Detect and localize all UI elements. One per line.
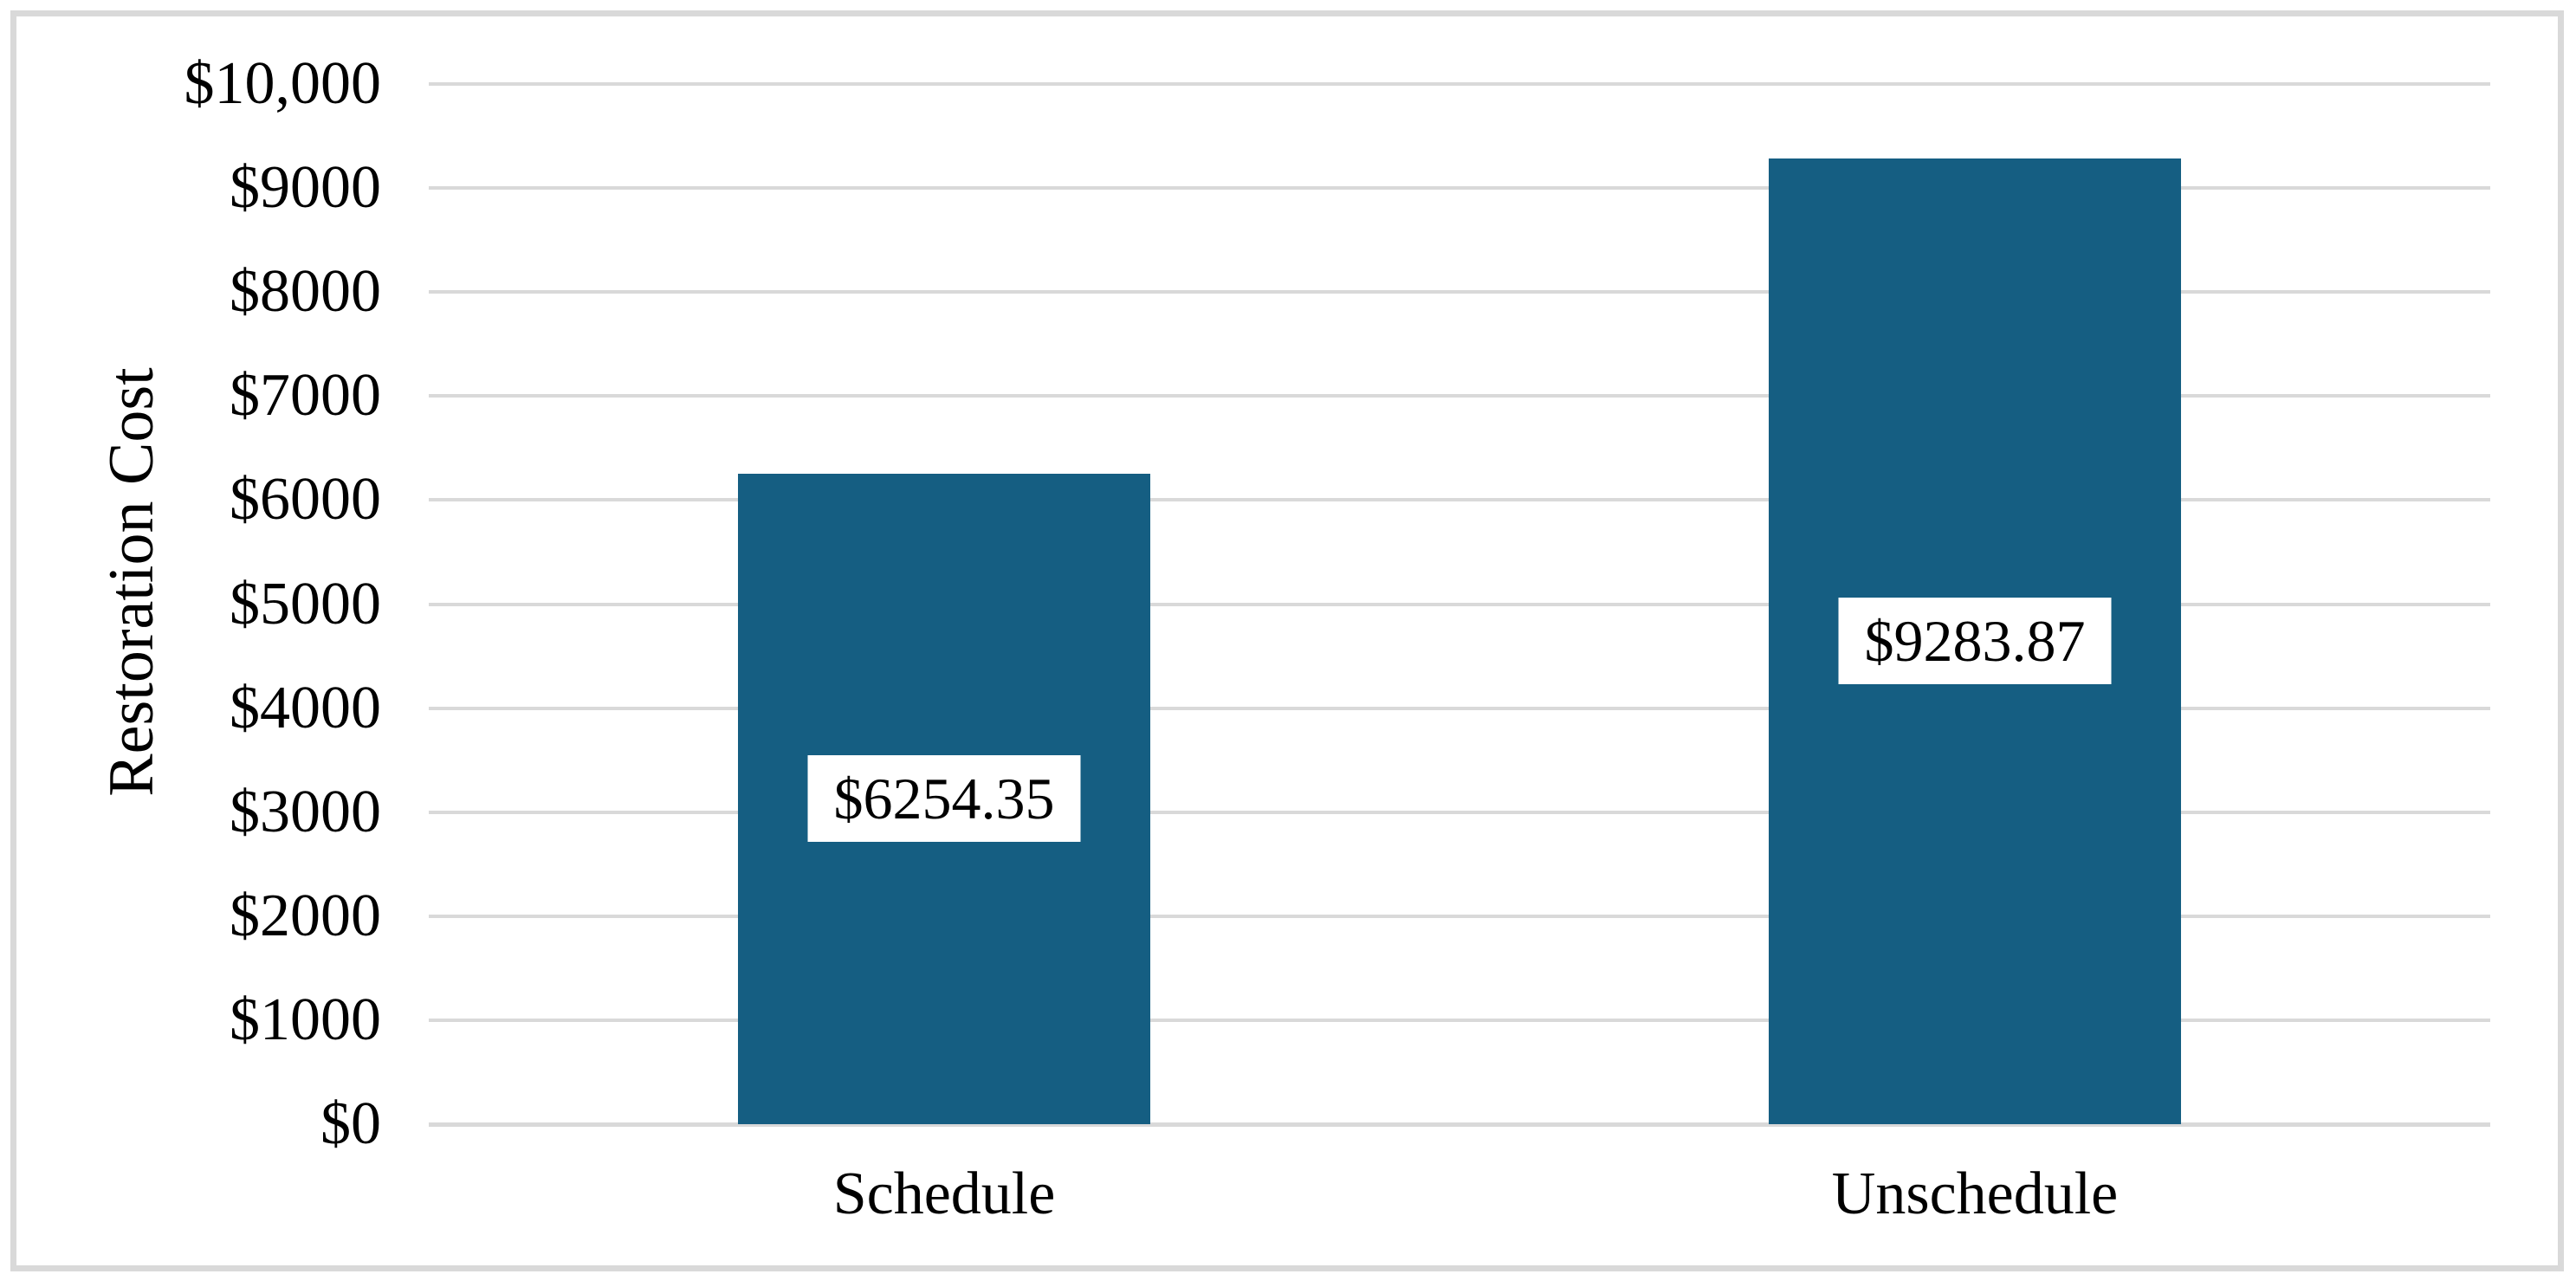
x-axis-category-label: Unschedule xyxy=(1831,1161,2119,1227)
plot-area: $6254.35 $9283.87 xyxy=(429,82,2490,1127)
x-axis: Schedule Unschedule xyxy=(429,1124,2490,1263)
y-axis-tick-label: $1000 xyxy=(230,986,381,1053)
y-axis-tick-label: $7000 xyxy=(230,362,381,430)
gridline xyxy=(429,186,2490,191)
y-axis-tick-label: $5000 xyxy=(230,570,381,637)
gridline xyxy=(429,706,2490,710)
gridline xyxy=(429,602,2490,606)
y-axis: $0 $1000 $2000 $3000 $4000 $5000 $6000 $7000 $80… xyxy=(0,54,382,1154)
bar-value-label: $6254.35 xyxy=(807,755,1081,843)
x-axis-baseline xyxy=(429,1122,2490,1127)
gridline xyxy=(429,914,2490,918)
y-axis-tick-label: $2000 xyxy=(230,882,381,949)
gridline xyxy=(429,394,2490,398)
gridline xyxy=(429,810,2490,814)
gridline xyxy=(429,1018,2490,1022)
chart-border xyxy=(10,10,2564,1271)
y-axis-tick-label: $9000 xyxy=(230,154,381,222)
bar-unschedule: $9283.87 xyxy=(1769,158,2181,1124)
y-axis-tick-label: $6000 xyxy=(230,466,381,534)
x-axis-category-label: Schedule xyxy=(832,1161,1056,1227)
gridline xyxy=(429,498,2490,502)
bar-schedule: $6254.35 xyxy=(738,473,1150,1124)
gridline xyxy=(429,290,2490,294)
y-axis-tick-label: $8000 xyxy=(230,258,381,326)
y-axis-tick-label: $4000 xyxy=(230,674,381,741)
bar-value-label: $9283.87 xyxy=(1838,598,2112,685)
y-axis-tick-label: $0 xyxy=(320,1090,381,1157)
gridline xyxy=(429,82,2490,86)
y-axis-tick-label: $10,000 xyxy=(184,50,382,117)
y-axis-tick-label: $3000 xyxy=(230,778,381,845)
